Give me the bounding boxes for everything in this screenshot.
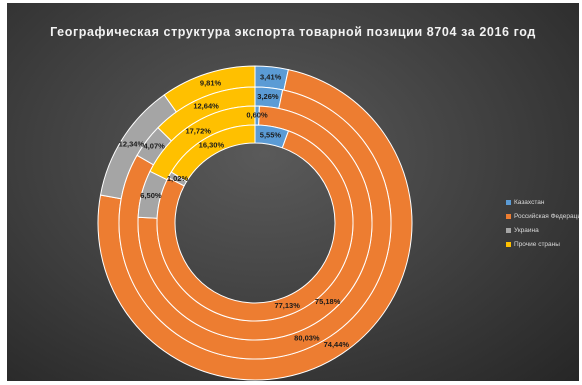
chart-area: Географическая структура экспорта товарн… — [7, 3, 579, 381]
legend-label: Прочие страны — [514, 240, 560, 248]
legend-item-ukraine: Украина — [506, 223, 579, 237]
data-label-second-russia: 80,03% — [294, 333, 320, 342]
legend: Казахстан Российская Федерация Украина Проч… — [506, 195, 579, 251]
slice-inner-russia — [156, 130, 354, 322]
legend-swatch — [506, 213, 511, 219]
donut-chart: 3,41% 74,44% 12,34% 9,81% 3,26% 80,03% 4,07% 12… — [97, 65, 413, 381]
legend-label: Украина — [514, 226, 539, 234]
data-label-outer-russia: 74,44% — [324, 340, 350, 349]
data-label-third-other: 17,72% — [185, 127, 211, 136]
data-label-third-ukraine: 6,50% — [140, 191, 162, 200]
data-label-outer-other: 9,81% — [200, 78, 222, 87]
donut-labels: 3,41% 74,44% 12,34% 9,81% 3,26% 80,03% 4,07% 12… — [119, 72, 350, 348]
data-label-inner-other: 16,30% — [199, 140, 225, 149]
chart-title: Географическая структура экспорта товарн… — [50, 25, 536, 39]
legend-swatch — [506, 227, 511, 233]
legend-swatch — [506, 241, 511, 247]
legend-label: Российская Федерация — [514, 212, 579, 220]
legend-item-other: Прочие страны — [506, 237, 579, 251]
data-label-inner-kazakhstan: 5,55% — [260, 130, 282, 139]
legend-swatch — [506, 199, 511, 205]
data-label-second-kazakhstan: 3,26% — [257, 92, 279, 101]
data-label-outer-ukraine: 12,34% — [119, 139, 145, 148]
legend-item-kazakhstan: Казахстан — [506, 195, 579, 209]
donut-slices — [97, 65, 413, 381]
data-label-second-ukraine: 4,07% — [144, 142, 166, 151]
data-label-third-kazakhstan: 0,60% — [246, 111, 268, 120]
data-label-third-russia: 75,18% — [315, 297, 341, 306]
data-label-outer-kazakhstan: 3,41% — [260, 72, 282, 81]
legend-label: Казахстан — [514, 198, 545, 206]
data-label-inner-russia: 77,13% — [274, 301, 300, 310]
data-label-inner-ukraine: 1,02% — [167, 174, 189, 183]
slice-inner-other — [170, 124, 256, 183]
legend-item-russia: Российская Федерация — [506, 209, 579, 223]
data-label-second-other: 12,64% — [193, 101, 219, 110]
